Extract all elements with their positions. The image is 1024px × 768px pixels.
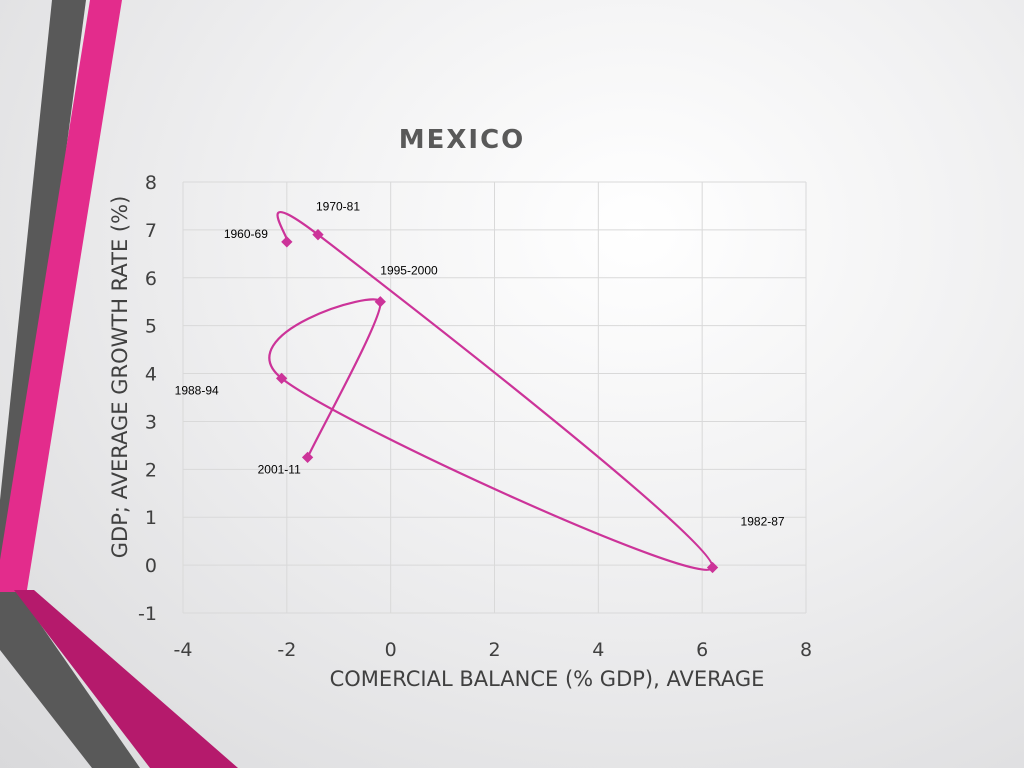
decor-stripe-pink [0,0,122,596]
decor-band-gray [0,592,140,768]
data-point-1982-87 [706,561,719,574]
grid [182,181,807,614]
x-tick-label: -2 [277,639,296,661]
data-label-1988-94: 1988-94 [175,383,219,397]
data-label-2001-11: 2001-11 [258,462,301,476]
series-line [268,211,714,571]
y-tick-label: 3 [145,411,157,433]
data-point-1960-69 [281,236,293,248]
x-tick-label: 0 [385,639,397,661]
y-tick-label: 1 [145,507,157,529]
y-tick-label: -1 [138,603,157,625]
data-point-1995-2000 [374,296,386,308]
data-markers [275,229,719,574]
x-tick-label: 6 [696,639,708,661]
decor-band-pink [14,590,238,768]
data-label-1970-81: 1970-81 [316,200,360,214]
data-labels: 1960-69 1970-81 1982-87 1988-94 1995-2000 200… [175,200,785,529]
x-tick-label: -4 [174,639,193,661]
data-point-2001-11 [301,451,314,464]
x-tick-label: 4 [592,639,604,661]
data-point-1970-81 [312,229,324,241]
y-tick-label: 6 [145,268,157,290]
x-axis-title: COMERCIAL BALANCE (% GDP), AVERAGE [330,667,765,691]
y-tick-label: 5 [145,316,157,338]
chart-area: MEXICO COMERCIAL BALANCE (% GDP), AVERAG… [108,125,812,691]
data-point-1988-94 [275,372,288,385]
x-tick-label: 2 [488,639,500,661]
y-tick-label: 7 [145,220,157,242]
y-axis-title: GDP; AVERAGE GROWTH RATE (%) [108,196,132,559]
chart-title: MEXICO [399,125,526,155]
tick-labels: -4 -2 0 2 4 6 8 -1 0 1 2 3 4 5 6 7 8 [138,172,812,661]
data-label-1960-69: 1960-69 [224,227,268,241]
data-label-1982-87: 1982-87 [741,515,785,529]
data-label-1995-2000: 1995-2000 [380,264,438,278]
x-tick-label: 8 [800,639,812,661]
y-tick-label: 8 [145,172,157,194]
y-tick-label: 2 [145,459,157,481]
y-tick-label: 4 [145,364,157,386]
y-tick-label: 0 [145,555,157,577]
